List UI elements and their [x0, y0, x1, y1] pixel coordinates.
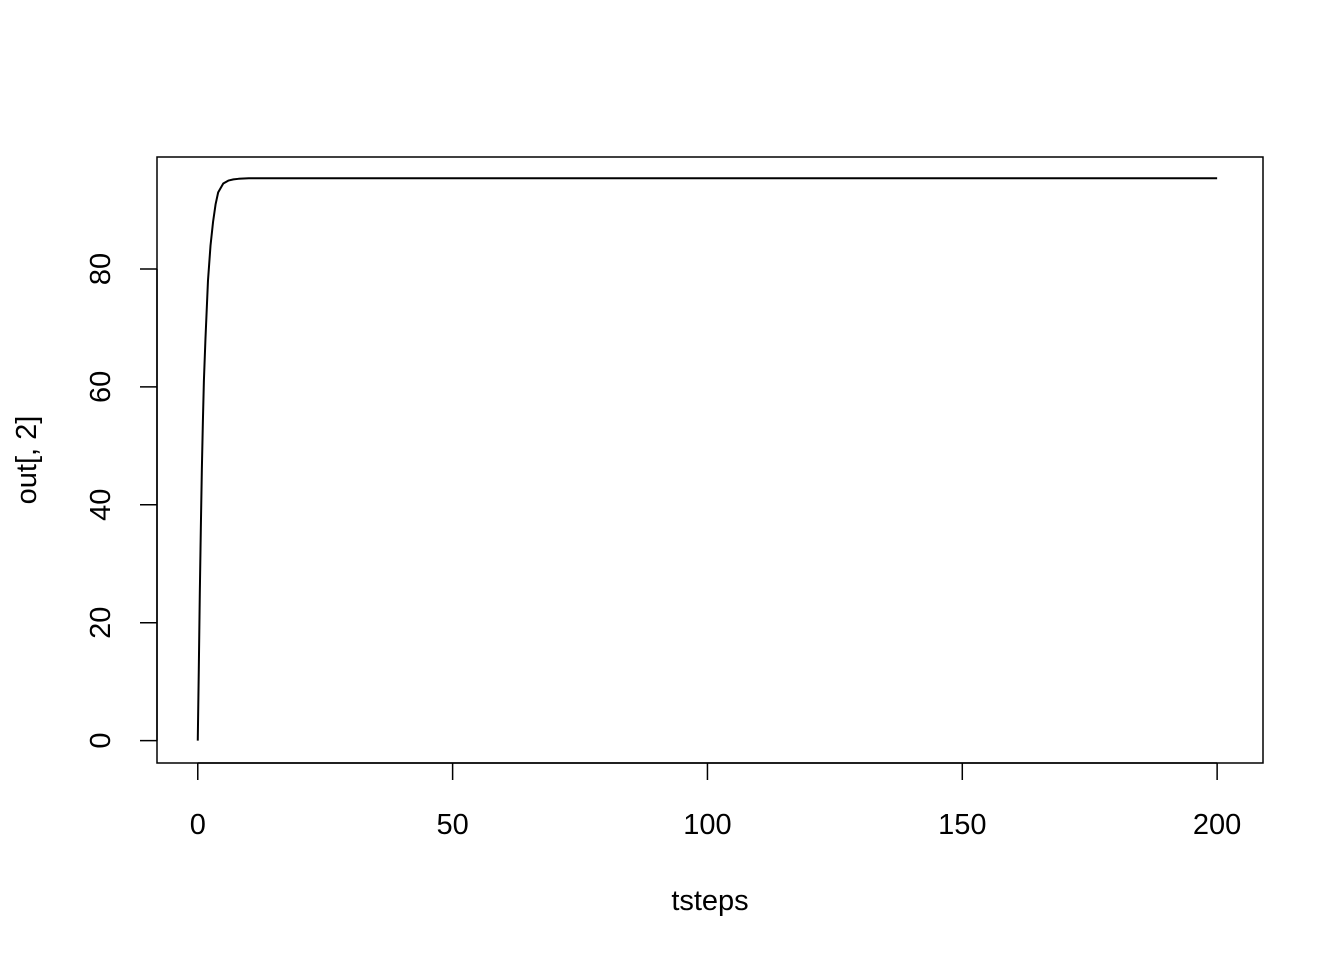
y-tick-label: 80: [85, 253, 117, 285]
plot-frame: [156, 156, 1264, 764]
y-tick-label: 0: [85, 733, 117, 749]
x-axis: 0 50 100 150 200: [190, 762, 1241, 841]
y-axis-label: out[, 2]: [11, 416, 43, 505]
x-tick-label: 200: [1193, 809, 1241, 841]
x-tick-label: 50: [436, 809, 468, 841]
y-tick-label: 60: [85, 371, 117, 403]
series-layer: [196, 177, 1218, 741]
x-tick-label: 150: [938, 809, 986, 841]
x-axis-label: tsteps: [671, 885, 748, 917]
y-axis: 0 20 40 60 80: [85, 253, 158, 749]
y-tick-label: 40: [85, 489, 117, 521]
x-tick-label: 0: [190, 809, 206, 841]
x-tick-label: 100: [683, 809, 731, 841]
series-line: [196, 177, 1218, 741]
y-tick-label: 20: [85, 607, 117, 639]
